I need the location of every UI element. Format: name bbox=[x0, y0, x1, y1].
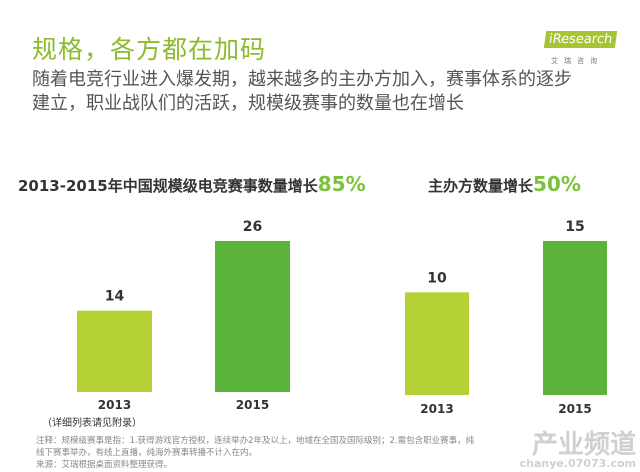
source-line: 来源：艾瑞根据桌面资料整理获得。 bbox=[36, 460, 173, 470]
chart1-highlight: 85% bbox=[317, 172, 366, 196]
watermark-url: chanye.07073.com bbox=[519, 457, 636, 470]
chart2-highlight: 50% bbox=[533, 172, 581, 196]
watermark: 产业频道 chanye.07073.com bbox=[520, 432, 636, 470]
chart1-category-label-2015: 2015 bbox=[236, 398, 269, 412]
chart2-title: 主办方数量增长50% bbox=[428, 172, 581, 196]
chart2-category-label-2015: 2015 bbox=[558, 402, 591, 416]
iresearch-logo: iResearch 艾瑞咨询 bbox=[543, 28, 633, 67]
logo-sub: 艾瑞咨询 bbox=[551, 57, 603, 65]
chart1-bar-2015 bbox=[215, 241, 290, 392]
chart1-title-text: 2013-2015年中国规模级电竞赛事数量增长 bbox=[18, 177, 318, 195]
note-line-1: 注释：规模级赛事是指：1.获得游戏官方授权，连续举办2年及以上，地域在全国及国际… bbox=[36, 436, 475, 446]
chart1-value-label-2015: 26 bbox=[243, 219, 262, 235]
chart2-bar-2013 bbox=[405, 292, 469, 395]
chart2-value-label-2015: 15 bbox=[565, 219, 584, 235]
chart2-bar-2015 bbox=[543, 241, 607, 395]
chart1-bar-2013 bbox=[77, 310, 152, 392]
page-title: 规格，各方都在加码 bbox=[32, 35, 267, 64]
chart2-category-label-2013: 2013 bbox=[420, 402, 453, 416]
chart1-footnote: （详细列表请见附录） bbox=[42, 418, 142, 429]
chart1-value-label-2013: 14 bbox=[105, 289, 125, 305]
watermark-text: 产业频道 bbox=[531, 430, 636, 460]
notes: 注释：规模级赛事是指：1.获得游戏官方授权，连续举办2年及以上，地域在全国及国际… bbox=[36, 435, 474, 471]
note-line-2: 线下赛事举办，有线上直播，纯海外赛事转播不计入在内。 bbox=[36, 448, 258, 458]
chart2-value-label-2013: 10 bbox=[427, 270, 447, 286]
chart1-title: 2013-2015年中国规模级电竞赛事数量增长85% bbox=[18, 172, 366, 196]
chart1-category-label-2013: 2013 bbox=[98, 398, 131, 412]
chart2-title-text: 主办方数量增长 bbox=[428, 177, 534, 195]
intro-text: 随着电竞行业进入爆发期，越来越多的主办方加入，赛事体系的逐步建立，职业战队们的活… bbox=[32, 69, 572, 114]
